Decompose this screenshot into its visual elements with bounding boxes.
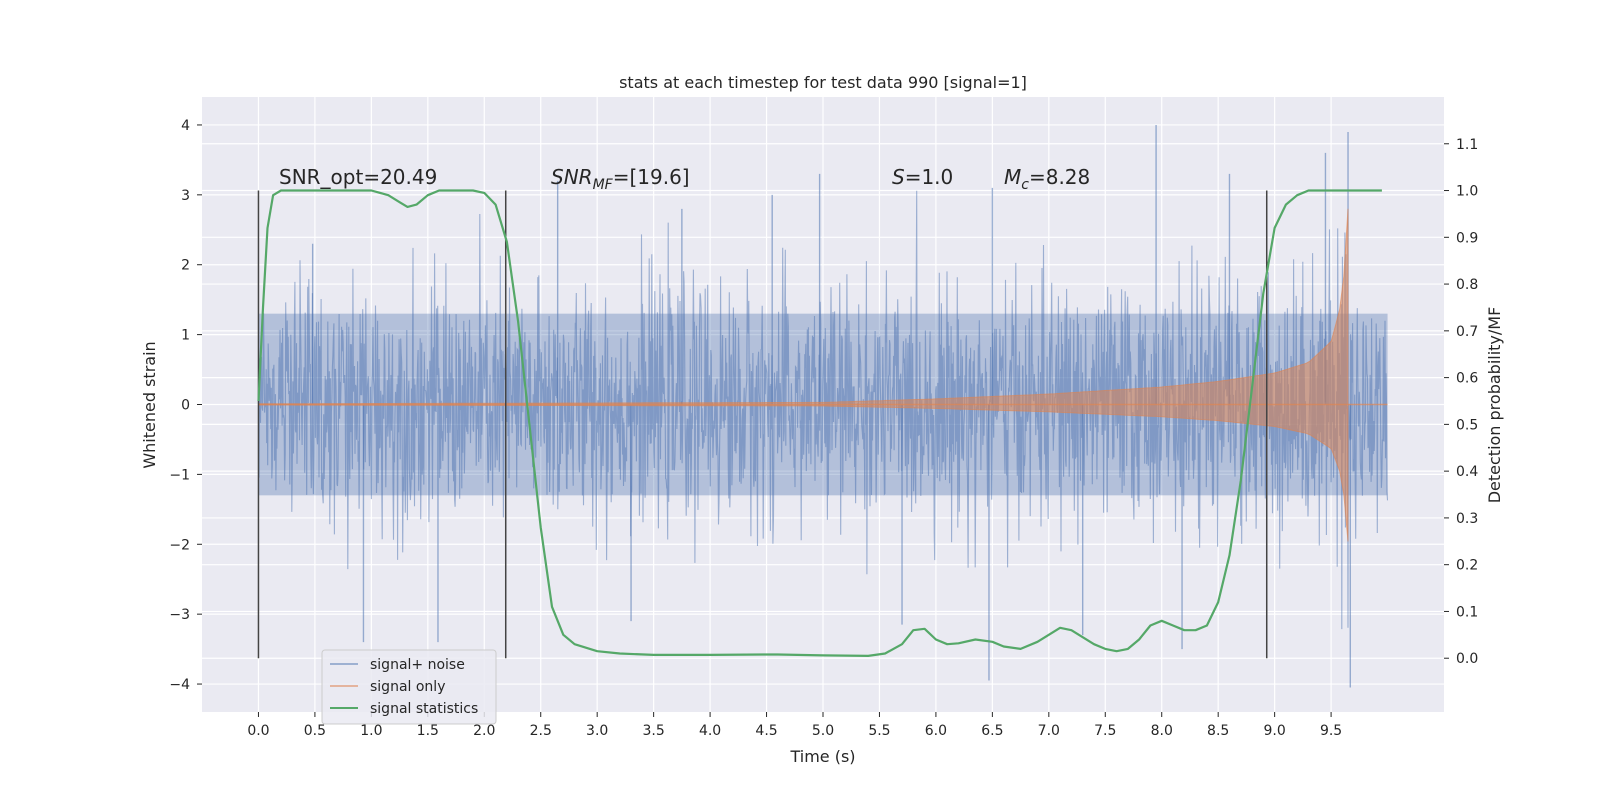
x-tick-label: 9.5 (1320, 723, 1342, 739)
y2-tick-label: 0.6 (1456, 371, 1478, 387)
axes: 0.0 0.5 1.0 1.5 2.0 2.5 3.0 3.5 4.0 4.5 5.0 5.5 6.0 6… (169, 118, 1478, 739)
x-tick-label: 3.0 (586, 723, 608, 739)
s-value: =1.0 (905, 165, 954, 189)
x-tick-label: 1.5 (417, 723, 439, 739)
x-tick-label: 2.5 (530, 723, 552, 739)
y2-tick-label: 0.5 (1456, 417, 1478, 433)
legend-label-signal-noise: signal+ noise (370, 657, 465, 673)
signal-noise-line (257, 190, 1389, 630)
y2-tick-label: 0.4 (1456, 464, 1478, 480)
s-symbol: S (892, 165, 905, 189)
snr-mf-value: =[19.6] (613, 165, 690, 189)
y-tick-label: −3 (169, 607, 190, 623)
y-tick-label: 0 (181, 398, 190, 414)
x-tick-label: 4.5 (755, 723, 777, 739)
y-tick-label: 2 (181, 258, 190, 274)
y-tick-label: −2 (169, 537, 190, 553)
x-tick-label: 4.0 (699, 723, 721, 739)
x-tick-label: 6.5 (981, 723, 1003, 739)
x-tick-label: 9.0 (1264, 723, 1286, 739)
x-tick-label: 2.0 (473, 723, 495, 739)
y-axis-label: Whitened strain (140, 341, 159, 468)
signal-statistics-line (257, 189, 1382, 658)
annotation-snr-mf: SNRMF=[19.6] (551, 165, 690, 193)
y-tick-label: 4 (181, 118, 190, 134)
annotation-mc: Mc=8.28 (1004, 165, 1090, 193)
snr-mf-subscript: MF (593, 177, 614, 193)
chart-title: stats at each timestep for test data 990… (619, 73, 1027, 92)
x-tick-label: 5.5 (868, 723, 890, 739)
snr-mf-symbol: SNR (551, 165, 593, 189)
annotation-s: S=1.0 (892, 165, 953, 189)
y-tick-label: −1 (169, 467, 190, 483)
y2-tick-label: 1.0 (1456, 184, 1478, 200)
legend: signal+ noise signal only signal statist… (321, 649, 497, 725)
series-signal-statistics (257, 189, 1382, 658)
legend-box (321, 649, 497, 725)
mc-value: =8.28 (1029, 165, 1090, 189)
y2-tick-label: 0.8 (1456, 277, 1478, 293)
x-tick-label: 8.0 (1151, 723, 1173, 739)
x-axis-label: Time (s) (789, 747, 855, 766)
y2-tick-label: 0.1 (1456, 604, 1478, 620)
y-tick-label: −4 (169, 677, 190, 693)
signal-only-fill (258, 208, 1349, 542)
y2-tick-label: 1.1 (1456, 137, 1478, 153)
y-tick-label: 1 (181, 328, 190, 344)
x-tick-label: 0.0 (247, 723, 269, 739)
y2-tick-label: 0.2 (1456, 558, 1478, 574)
annotation-snr-opt: SNR_opt=20.49 (279, 165, 437, 189)
y2-tick-label: 0.9 (1456, 230, 1478, 246)
y2-tick-label: 0.7 (1456, 324, 1478, 340)
series-signal-only (258, 208, 1388, 542)
x-tick-label: 7.0 (1038, 723, 1060, 739)
x-tick-label: 5.0 (812, 723, 834, 739)
y2-tick-label: 0.3 (1456, 511, 1478, 527)
mc-subscript: c (1021, 177, 1029, 193)
x-tick-label: 0.5 (304, 723, 326, 739)
y2-tick-label: 0.0 (1456, 651, 1478, 667)
x-tick-label: 3.5 (643, 723, 665, 739)
legend-label-signal-only: signal only (370, 679, 445, 695)
x-tick-label: 1.0 (360, 723, 382, 739)
y-tick-label: 3 (181, 188, 190, 204)
y2-axis-label: Detection probability/MF (1485, 307, 1504, 504)
mc-symbol: M (1004, 165, 1021, 189)
x-tick-label: 7.5 (1094, 723, 1116, 739)
x-tick-label: 8.5 (1207, 723, 1229, 739)
legend-label-signal-statistics: signal statistics (370, 701, 478, 717)
x-tick-label: 6.0 (925, 723, 947, 739)
